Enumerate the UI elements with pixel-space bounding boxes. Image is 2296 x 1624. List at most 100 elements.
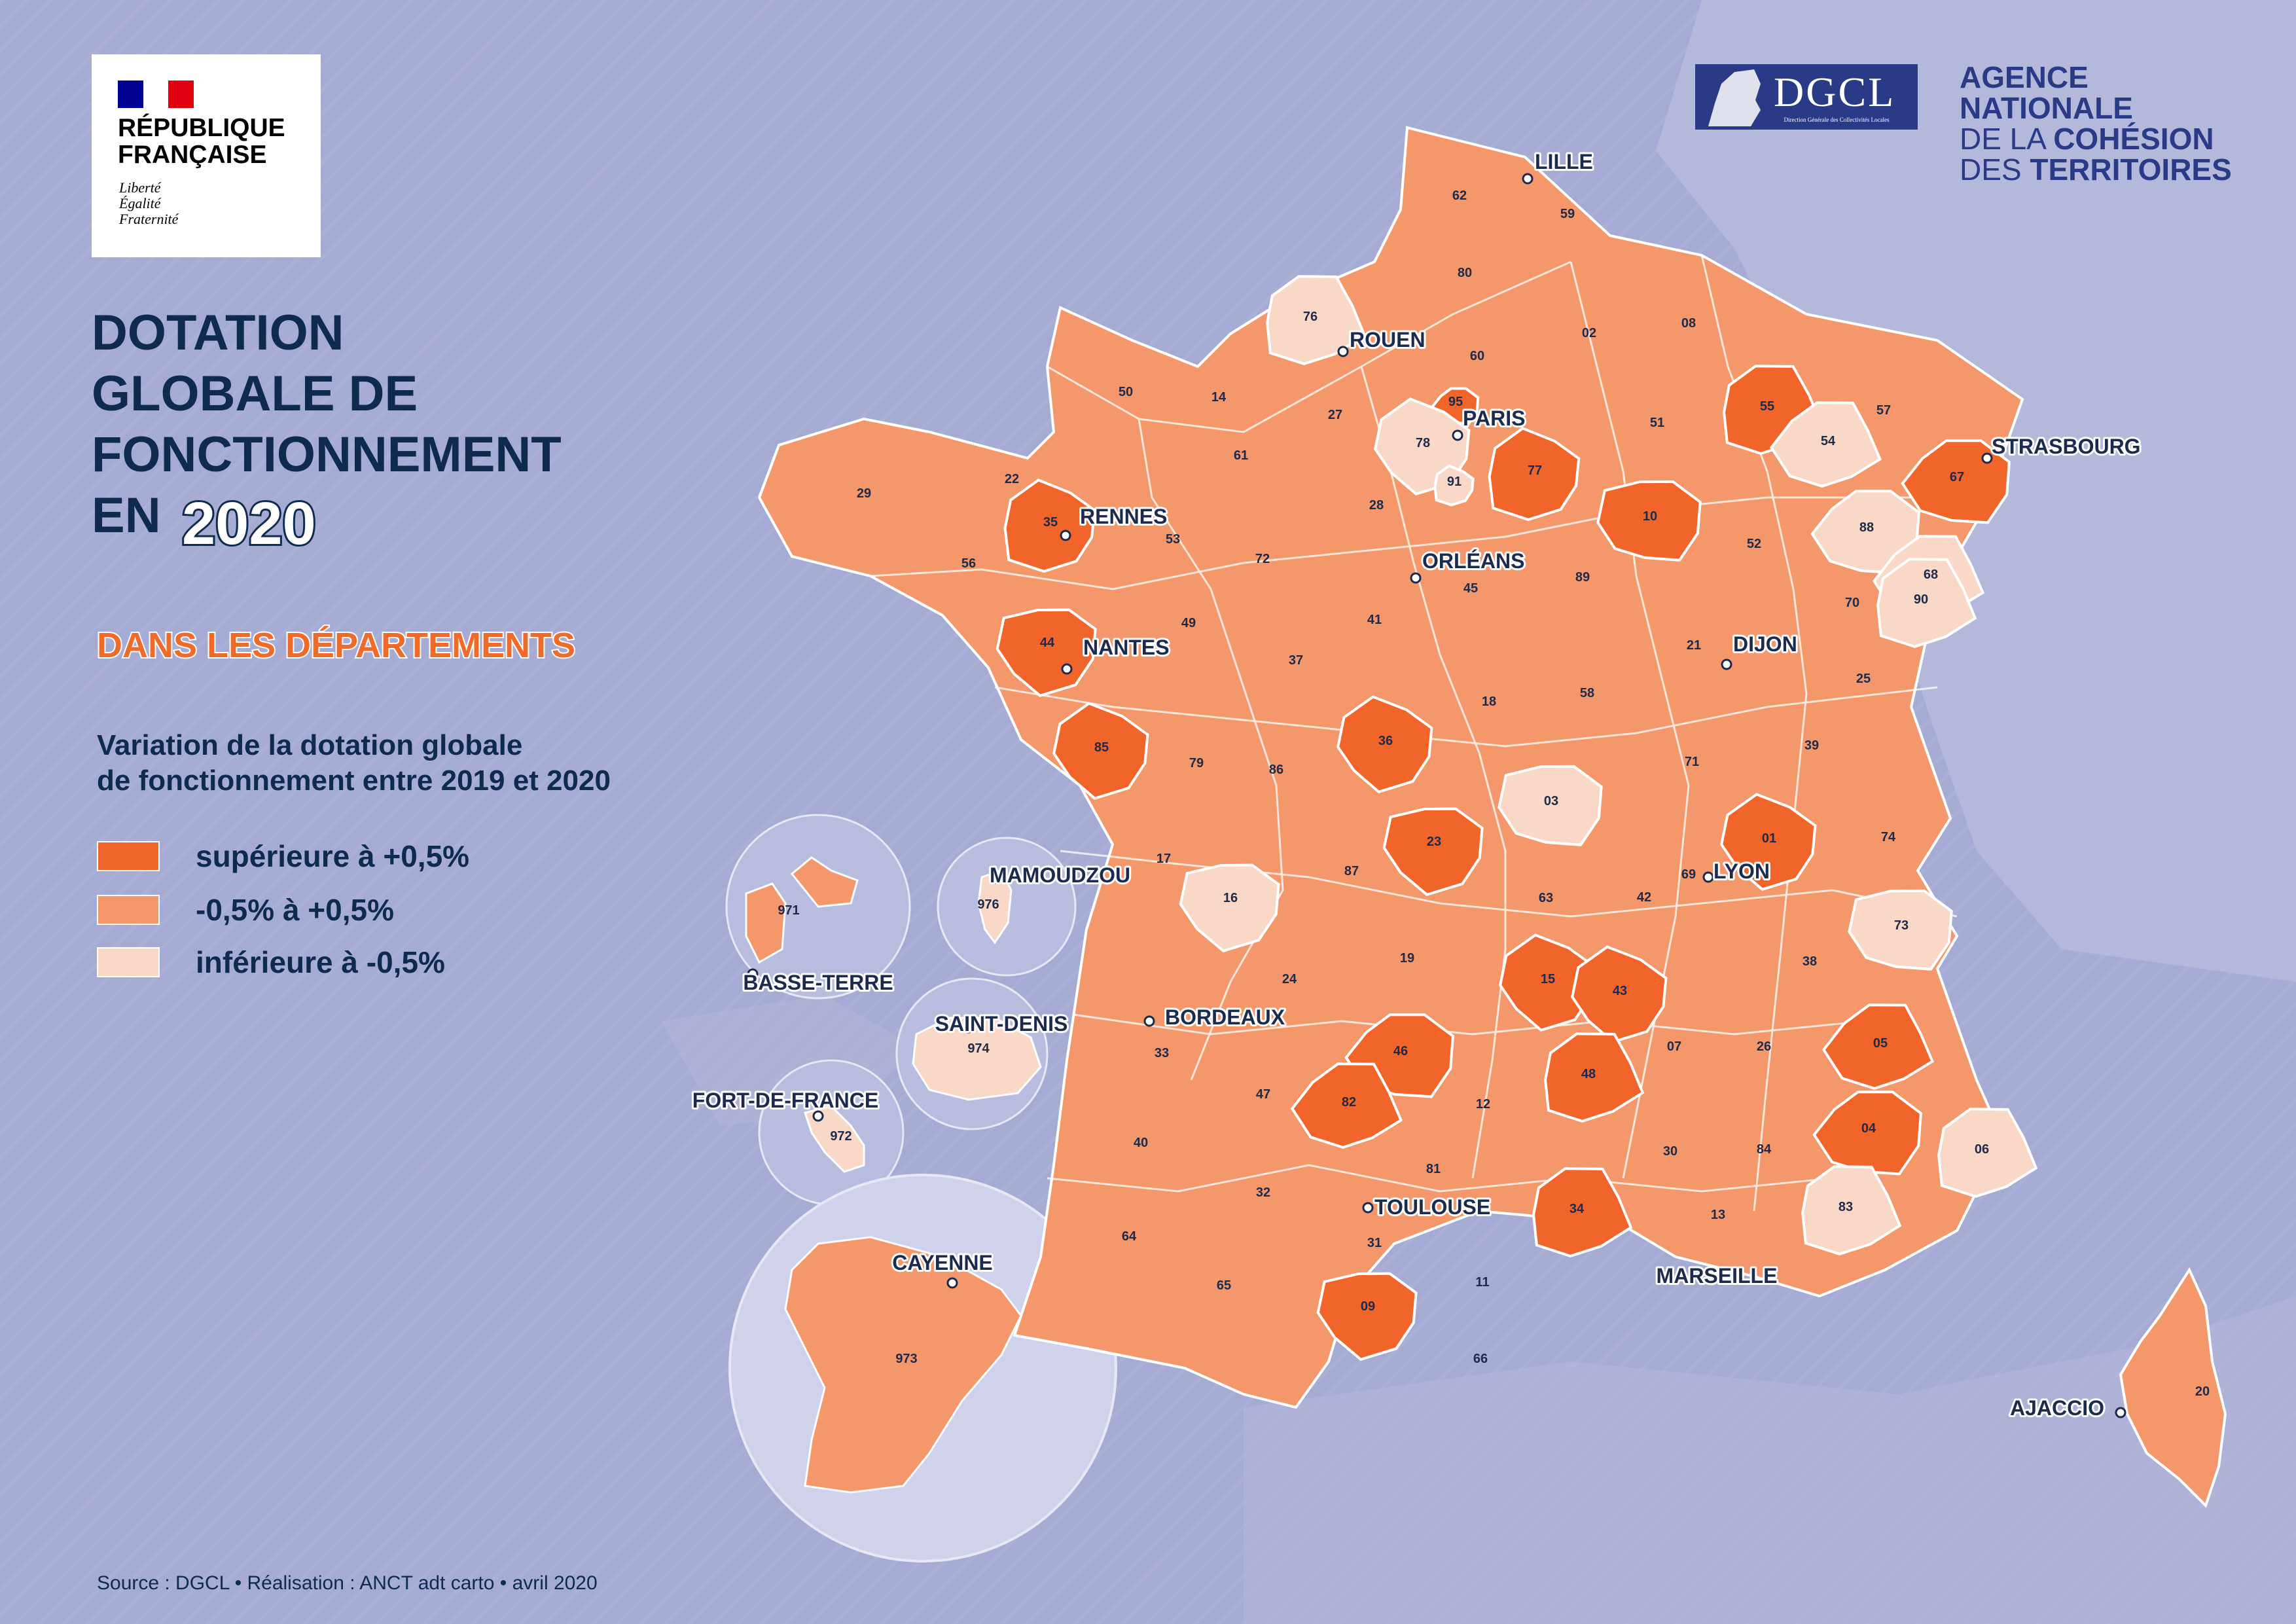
- department-label-18: 18: [1482, 695, 1496, 709]
- department-label-87: 87: [1344, 864, 1359, 878]
- city-label: NANTES: [1083, 636, 1170, 659]
- city-marker-icon: [1060, 530, 1071, 541]
- city-marker-icon: [1721, 659, 1732, 670]
- department-label-66: 66: [1473, 1352, 1488, 1366]
- rf-name: RÉPUBLIQUE FRANÇAISE: [118, 114, 285, 169]
- department-label-58: 58: [1580, 686, 1594, 700]
- department-label-45: 45: [1463, 581, 1478, 596]
- department-label-974: 974: [967, 1041, 990, 1056]
- city-label: AJACCIO: [2010, 1396, 2104, 1420]
- legend-swatch-low: [97, 947, 160, 977]
- department-label-70: 70: [1845, 596, 1859, 610]
- department-label-27: 27: [1328, 408, 1342, 422]
- department-label-47: 47: [1256, 1087, 1270, 1102]
- department-label-10: 10: [1643, 509, 1657, 524]
- department-label-14: 14: [1211, 390, 1227, 405]
- anct-logo: AGENCE NATIONALE DE LA COHÉSION DES TERR…: [1960, 62, 2232, 185]
- department-label-17: 17: [1157, 852, 1171, 866]
- city-label: FORT-DE-FRANCE: [692, 1089, 878, 1112]
- department-label-57: 57: [1876, 403, 1891, 418]
- department-label-46: 46: [1393, 1044, 1408, 1058]
- department-label-77: 77: [1528, 463, 1542, 478]
- legend-title: Variation de la dotation globale de fonc…: [97, 729, 611, 797]
- city-ajaccio: AJACCIO: [2008, 1394, 2126, 1422]
- reunion-island: [912, 1017, 1042, 1101]
- department-label-73: 73: [1894, 918, 1909, 933]
- department-label-80: 80: [1458, 266, 1472, 280]
- department-label-61: 61: [1234, 448, 1248, 463]
- department-73: [1848, 889, 1953, 971]
- anct-line-4: DES TERRITOIRES: [1960, 154, 2232, 185]
- department-label-49: 49: [1181, 616, 1196, 630]
- department-16: [1179, 863, 1280, 953]
- city-marker-icon: [2115, 1407, 2126, 1418]
- city-bordeaux: BORDEAUX: [1143, 1003, 1287, 1031]
- legend-swatch-mid: [97, 895, 160, 925]
- flag-white: [143, 81, 169, 108]
- marianne-flag-icon: [118, 81, 194, 108]
- department-label-976: 976: [977, 897, 999, 912]
- map-title-year: 2020: [180, 488, 318, 559]
- department-label-37: 37: [1289, 653, 1303, 668]
- anct-line-1: AGENCE: [1960, 60, 2089, 94]
- city-label: LYON: [1713, 859, 1770, 883]
- city-cayenne: CAYENNE: [890, 1249, 995, 1289]
- city-saint-denis: SAINT-DENIS: [933, 1010, 1070, 1038]
- legend-swatch-high: [97, 841, 160, 871]
- guyane-territory: [784, 1236, 1022, 1494]
- city-label: TOULOUSE: [1374, 1195, 1490, 1219]
- department-48: [1544, 1032, 1645, 1123]
- department-label-15: 15: [1541, 972, 1555, 986]
- department-83: [1801, 1165, 1902, 1256]
- department-label-84: 84: [1757, 1142, 1772, 1157]
- flag-red: [168, 81, 194, 108]
- legend-label-mid: -0,5% à +0,5%: [196, 893, 395, 927]
- department-label-50: 50: [1119, 385, 1133, 399]
- city-marker-icon: [1522, 173, 1534, 185]
- anct-line-3-light: DE LA: [1960, 122, 2054, 156]
- city-label: CAYENNE: [892, 1251, 993, 1274]
- department-label-43: 43: [1613, 984, 1627, 998]
- city-layer: LILLE ROUEN PARIS STRASBOURG RENNES ORLÉANS NA…: [691, 148, 2143, 1422]
- department-label-88: 88: [1859, 520, 1874, 535]
- department-44: [996, 608, 1097, 698]
- department-labels: 62 59 80 76 02 08 60 50 14 27 95 78 91 77 51 55 57 54 67 29…: [778, 189, 2210, 1399]
- department-label-26: 26: [1757, 1039, 1771, 1054]
- department-label-03: 03: [1544, 794, 1558, 808]
- department-label-21: 21: [1687, 638, 1701, 653]
- dgcl-text: DGCL: [1774, 69, 1896, 115]
- department-label-973: 973: [895, 1352, 917, 1366]
- department-label-33: 33: [1155, 1046, 1169, 1060]
- anct-line-2: NATIONALE: [1960, 91, 2133, 125]
- city-marker-icon: [747, 968, 759, 980]
- department-label-71: 71: [1685, 755, 1699, 769]
- department-label-44: 44: [1040, 636, 1055, 650]
- city-marker-icon: [990, 873, 1002, 884]
- department-label-67: 67: [1950, 470, 1964, 484]
- department-label-55: 55: [1760, 399, 1774, 414]
- department-label-83: 83: [1839, 1200, 1853, 1214]
- department-34: [1532, 1167, 1633, 1258]
- department-borders: [870, 255, 1958, 1212]
- department-label-52: 52: [1747, 537, 1761, 551]
- city-label: RENNES: [1080, 505, 1167, 528]
- city-marker-icon: [1410, 572, 1422, 584]
- legend-label-low: inférieure à -0,5%: [196, 945, 445, 979]
- department-label-36: 36: [1378, 734, 1393, 748]
- city-marker-icon: [812, 1110, 824, 1122]
- city-marker-icon: [1981, 452, 1993, 464]
- department-label-90: 90: [1914, 592, 1928, 607]
- department-label-68: 68: [1924, 568, 1938, 582]
- department-35: [1003, 478, 1096, 573]
- corsica: [2119, 1267, 2227, 1508]
- department-label-02: 02: [1582, 326, 1596, 340]
- department-label-22: 22: [1005, 472, 1019, 486]
- republique-francaise-logo: RÉPUBLIQUE FRANÇAISE Liberté Égalité Fra…: [92, 54, 321, 257]
- department-82: [1290, 1062, 1403, 1149]
- department-label-19: 19: [1400, 951, 1414, 965]
- department-90: [1876, 558, 1977, 649]
- department-label-16: 16: [1223, 891, 1238, 905]
- department-85: [1052, 702, 1149, 801]
- city-nantes: NANTES: [1061, 634, 1172, 675]
- department-label-34: 34: [1570, 1202, 1585, 1216]
